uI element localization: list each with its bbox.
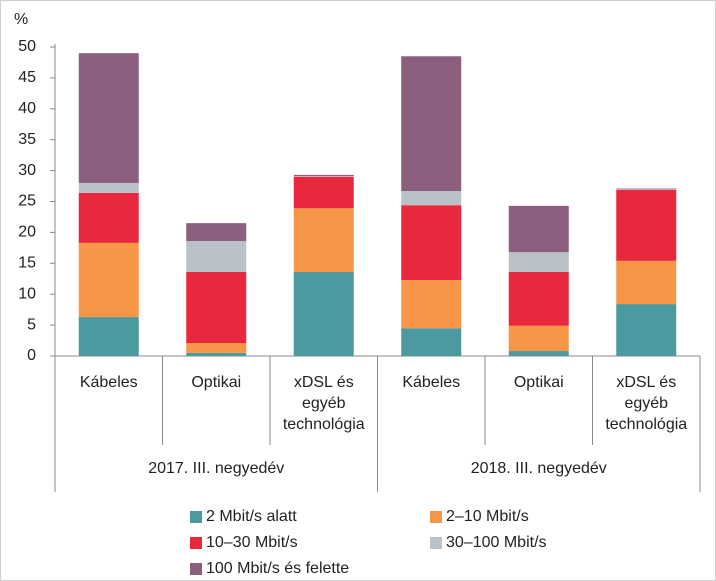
- y-tick-label: 0: [27, 347, 36, 364]
- bar-segment: [616, 304, 677, 356]
- bar-segment: [401, 279, 462, 329]
- bar-segment: [186, 343, 247, 353]
- x-tick-label: xDSL és egyéb technológia: [282, 374, 365, 433]
- legend-swatch: [190, 537, 202, 549]
- legend-label: 10–30 Mbit/s: [206, 534, 298, 551]
- y-tick-label: 5: [27, 316, 36, 333]
- y-tick-label: 20: [18, 224, 36, 241]
- x-tick-label: Optikai: [191, 374, 242, 391]
- bar-segment: [616, 260, 677, 305]
- bar-segment: [616, 188, 677, 190]
- y-axis-label: %: [14, 11, 28, 28]
- legend-label: 2–10 Mbit/s: [446, 508, 529, 525]
- legend-label: 100 Mbit/s és felette: [206, 560, 349, 577]
- bar-segment: [508, 205, 569, 253]
- bar-segment: [293, 174, 354, 177]
- bar-segment: [508, 325, 569, 352]
- bar-segment: [401, 56, 462, 191]
- bar-segment: [186, 223, 247, 242]
- bar-segment: [78, 242, 139, 318]
- y-tick-label: 50: [18, 38, 36, 55]
- legend-swatch: [430, 511, 442, 523]
- bar-segment: [293, 208, 354, 272]
- x-tick-label: Kábeles: [79, 374, 138, 391]
- bar-segment: [616, 189, 677, 261]
- bar-segment: [401, 328, 462, 356]
- x-tick-label: xDSL és egyéb technológia: [605, 374, 688, 433]
- y-tick-label: 25: [18, 193, 36, 210]
- bar-segment: [508, 271, 569, 326]
- legend-label: 30–100 Mbit/s: [446, 534, 547, 551]
- bar-segment: [293, 176, 354, 177]
- bar-segment: [78, 182, 139, 193]
- bar-segment: [186, 352, 247, 356]
- y-tick-label: 45: [18, 69, 36, 86]
- legend-swatch: [190, 511, 202, 523]
- y-tick-label: 10: [18, 285, 36, 302]
- group-label: 2018. III. negyedév: [471, 460, 607, 477]
- bar-segment: [616, 189, 677, 190]
- group-label: 2017. III. negyedév: [148, 460, 284, 477]
- y-tick-label: 40: [18, 100, 36, 117]
- y-tick-label: 30: [18, 162, 36, 179]
- bar-segment: [78, 317, 139, 356]
- bar-segment: [293, 176, 354, 209]
- legend-swatch: [190, 563, 202, 575]
- bar-segment: [508, 252, 569, 272]
- bar-segment: [293, 271, 354, 356]
- x-tick-label: Kábeles: [402, 374, 461, 391]
- bar-segment: [401, 190, 462, 206]
- bar-segment: [508, 351, 569, 356]
- bar-segment: [186, 271, 247, 344]
- legend-swatch: [430, 537, 442, 549]
- bar-segment: [78, 53, 139, 183]
- legend-label: 2 Mbit/s alatt: [206, 508, 297, 525]
- bar-segment: [186, 241, 247, 272]
- y-tick-label: 15: [18, 255, 36, 272]
- bar-segment: [401, 205, 462, 280]
- x-tick-label: Optikai: [513, 374, 564, 391]
- y-tick-label: 35: [18, 131, 36, 148]
- bar-segment: [78, 192, 139, 243]
